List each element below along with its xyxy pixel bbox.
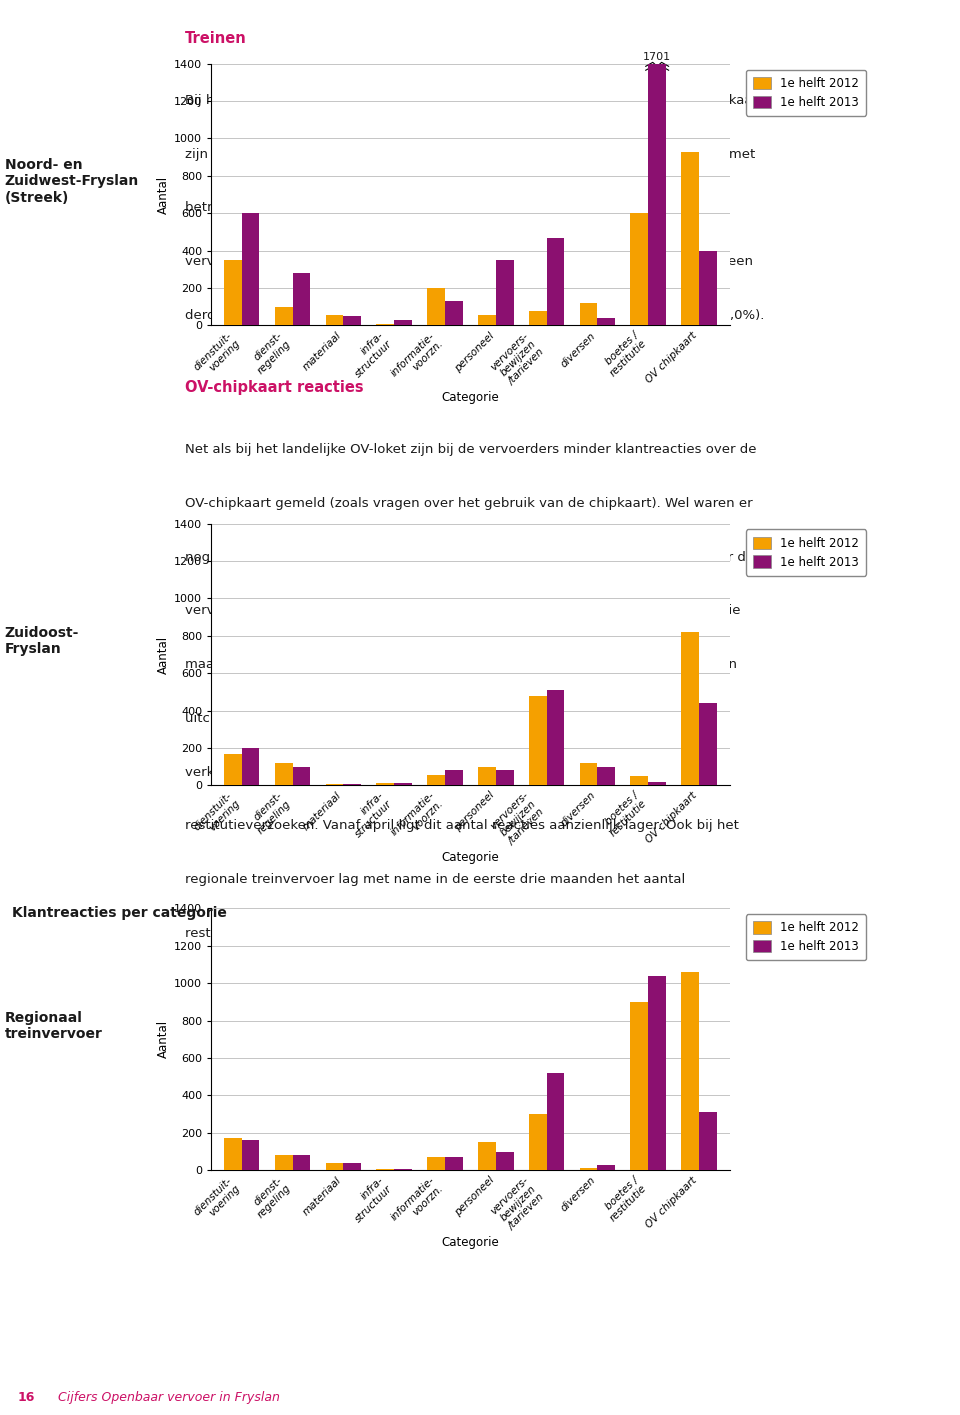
Bar — [224, 754, 242, 785]
Bar — [242, 749, 259, 785]
Bar — [529, 696, 546, 785]
Legend: 1e helft 2012, 1e helft 2013: 1e helft 2012, 1e helft 2013 — [746, 529, 866, 576]
Bar — [580, 303, 597, 325]
Text: restitutieverzoeken hoger.: restitutieverzoeken hoger. — [185, 927, 361, 940]
Legend: 1e helft 2012, 1e helft 2013: 1e helft 2012, 1e helft 2013 — [746, 69, 866, 116]
Text: verkeerde locaties uitgecheckt.  Arriva is coulant omgegaan met deze: verkeerde locaties uitgecheckt. Arriva i… — [185, 766, 655, 778]
Bar — [580, 1169, 597, 1170]
Bar — [344, 1163, 361, 1170]
Bar — [597, 318, 615, 325]
Bar — [546, 238, 564, 325]
X-axis label: Categorie: Categorie — [442, 1235, 499, 1249]
X-axis label: Categorie: Categorie — [442, 391, 499, 405]
Bar — [631, 1002, 648, 1170]
Text: Cijfers Openbaar vervoer in Fryslan: Cijfers Openbaar vervoer in Fryslan — [58, 1391, 279, 1404]
Bar — [699, 703, 717, 785]
Legend: 1e helft 2012, 1e helft 2013: 1e helft 2012, 1e helft 2013 — [746, 914, 866, 961]
Text: Treinen: Treinen — [185, 31, 247, 47]
Text: Klantreacties per categorie: Klantreacties per categorie — [12, 906, 227, 920]
Text: Net als bij het landelijke OV-loket zijn bij de vervoerders minder klantreacties: Net als bij het landelijke OV-loket zijn… — [185, 443, 756, 456]
Bar — [445, 770, 463, 785]
X-axis label: Categorie: Categorie — [442, 850, 499, 865]
Bar — [682, 151, 699, 325]
Text: Regionaal
treinvervoer: Regionaal treinvervoer — [5, 1012, 103, 1041]
Bar — [682, 972, 699, 1170]
Bar — [597, 767, 615, 785]
Bar — [376, 324, 395, 325]
Bar — [648, 781, 666, 785]
Bar — [648, 976, 666, 1170]
Bar — [275, 307, 293, 325]
Text: maanden veel restitutie aanvragen, omdat reizigers problemen hadden met in- en: maanden veel restitutie aanvragen, omdat… — [185, 658, 737, 671]
Text: derde van alle reacties (zonder meldingen verloren/gevonden goed) klachten (32,0: derde van alle reacties (zonder meldinge… — [185, 308, 765, 321]
Bar — [242, 214, 259, 325]
Text: nog veel restitutieverzoeken (met betrekking tot de OV-chipkaart) en vragen over: nog veel restitutieverzoeken (met betrek… — [185, 550, 755, 563]
Bar — [495, 1152, 514, 1170]
Bar — [478, 1142, 495, 1170]
Bar — [445, 1157, 463, 1170]
Bar — [495, 260, 514, 325]
Bar — [293, 767, 310, 785]
Bar — [427, 1157, 445, 1170]
Text: zijn afgenomen (van 39,9% naar 13,8%). Wel is het aandeel restitutieverzoeken (m: zijn afgenomen (van 39,9% naar 13,8%). W… — [185, 147, 756, 160]
Bar — [427, 775, 445, 785]
Bar — [478, 767, 495, 785]
Y-axis label: Aantal: Aantal — [156, 635, 170, 674]
Text: OV-chipkaart reacties: OV-chipkaart reacties — [185, 381, 364, 395]
Bar — [293, 273, 310, 325]
Text: vervoerbewijzen/tarieven. In Noord- en Zuidwest-Fryslan waren er in de eerste dr: vervoerbewijzen/tarieven. In Noord- en Z… — [185, 604, 741, 617]
Bar — [478, 316, 495, 325]
Bar — [546, 691, 564, 785]
Bar — [580, 763, 597, 785]
Bar — [427, 289, 445, 325]
Bar — [546, 1073, 564, 1170]
Bar — [395, 782, 412, 785]
Bar — [445, 301, 463, 325]
Bar — [275, 763, 293, 785]
Text: Bij het treinvervoer is het aantal reacties gedaald, vooral de vragen over OV-ch: Bij het treinvervoer is het aantal react… — [185, 93, 763, 106]
Bar — [631, 775, 648, 785]
Text: uitchecken door onbekendheid met de nieuwe dienstregeling. Er werd vaak op: uitchecken door onbekendheid met de nieu… — [185, 712, 712, 724]
Bar — [293, 1155, 310, 1170]
Text: Zuidoost-
Fryslan: Zuidoost- Fryslan — [5, 627, 79, 657]
Bar — [344, 316, 361, 325]
Bar — [395, 320, 412, 325]
Text: regionale treinvervoer lag met name in de eerste drie maanden het aantal: regionale treinvervoer lag met name in d… — [185, 873, 685, 886]
Text: restitutieverzoeken. Vanaf april ligt dit aantal reacties aanzienlijk lager. Ook: restitutieverzoeken. Vanaf april ligt di… — [185, 819, 739, 832]
Y-axis label: Aantal: Aantal — [156, 1020, 170, 1058]
Text: vervoerbewijzen/tarieven (23,2%) geregistreerd. Ook bij het treinvervoer betreft: vervoerbewijzen/tarieven (23,2%) geregis… — [185, 255, 754, 267]
Bar — [275, 1155, 293, 1170]
Text: betrekking tot de OV-chipkaart) hoog (45,2%). Daarnaast zijn er veel vragen over: betrekking tot de OV-chipkaart) hoog (45… — [185, 201, 730, 214]
Bar — [699, 1112, 717, 1170]
Bar — [495, 770, 514, 785]
Bar — [631, 214, 648, 325]
Bar — [597, 1165, 615, 1170]
Bar — [224, 1139, 242, 1170]
Bar — [325, 1163, 344, 1170]
Bar — [682, 633, 699, 785]
Bar — [529, 1114, 546, 1170]
Bar — [648, 7, 666, 325]
Bar — [699, 250, 717, 325]
Text: OV-chipkaart gemeld (zoals vragen over het gebruik van de chipkaart). Wel waren : OV-chipkaart gemeld (zoals vragen over h… — [185, 497, 753, 509]
Bar — [376, 784, 395, 785]
Text: 16: 16 — [17, 1391, 35, 1404]
Bar — [529, 311, 546, 325]
Text: Noord- en
Zuidwest-Fryslan
(Streek): Noord- en Zuidwest-Fryslan (Streek) — [5, 158, 139, 205]
Y-axis label: Aantal: Aantal — [156, 175, 170, 214]
Bar — [224, 260, 242, 325]
Bar — [325, 316, 344, 325]
Bar — [242, 1140, 259, 1170]
Text: 1701: 1701 — [643, 52, 671, 62]
